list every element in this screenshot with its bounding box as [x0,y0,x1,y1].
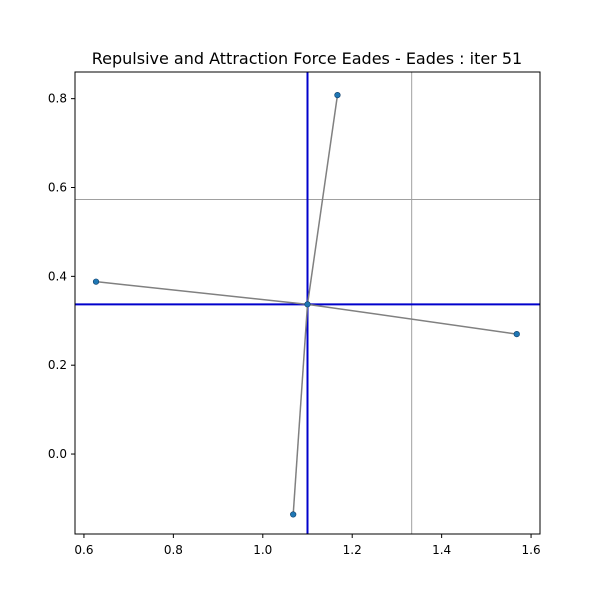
chart-title: Repulsive and Attraction Force Eades - E… [92,49,522,68]
y-tick-label-1: 0.2 [48,358,67,372]
graph-edge-3 [292,304,309,515]
y-tick-label-2: 0.4 [48,269,67,283]
x-tick-label-4: 1.4 [432,543,451,557]
x-tick-label-3: 1.2 [343,543,362,557]
x-tick-label-1: 0.8 [164,543,183,557]
plot-area [75,72,540,534]
y-tick-label-4: 0.8 [48,92,67,106]
plot-frame [74,71,541,535]
graph-node-2 [92,278,100,285]
x-tick-label-5: 1.6 [522,543,541,557]
graph-node-0 [304,301,311,308]
graph-node-1 [334,91,341,99]
graph-edge-2 [307,303,517,335]
y-tick-label-3: 0.6 [48,181,67,195]
graph-node-3 [513,330,520,338]
axes: 0.6 0.8 1.0 1.2 1.4 1.6 0.0 0.2 0.4 0.6 0.8 [48,92,541,557]
graph-edge-0 [306,94,339,305]
graph-node-4 [290,511,297,518]
x-tick-label-2: 1.0 [253,543,272,557]
y-tick-label-0: 0.0 [48,447,67,461]
graph-edge-1 [95,280,308,306]
x-tick-label-0: 0.6 [74,543,93,557]
